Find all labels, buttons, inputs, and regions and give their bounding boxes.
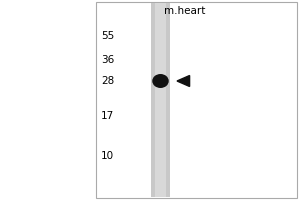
- Text: 17: 17: [101, 111, 114, 121]
- Text: m.heart: m.heart: [164, 6, 205, 16]
- Bar: [96, 2, 297, 198]
- Bar: [151, 3, 170, 197]
- Text: 36: 36: [101, 55, 114, 65]
- Polygon shape: [177, 76, 190, 86]
- Text: 10: 10: [101, 151, 114, 161]
- Bar: [155, 3, 167, 197]
- Text: 55: 55: [101, 31, 114, 41]
- Ellipse shape: [152, 74, 169, 88]
- Text: 28: 28: [101, 76, 114, 86]
